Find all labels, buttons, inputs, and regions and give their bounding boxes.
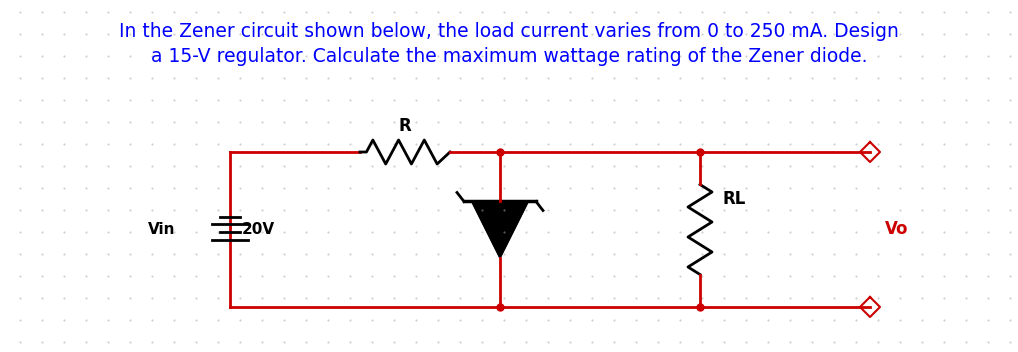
Text: 20V: 20V <box>242 222 275 237</box>
Text: In the Zener circuit shown below, the load current varies from 0 to 250 mA. Desi: In the Zener circuit shown below, the lo… <box>119 22 899 41</box>
Text: Vo: Vo <box>885 220 908 239</box>
Polygon shape <box>472 201 528 258</box>
Text: RL: RL <box>722 190 745 208</box>
Text: Vin: Vin <box>148 222 175 237</box>
Text: R: R <box>399 117 411 135</box>
Text: a 15-V regulator. Calculate the maximum wattage rating of the Zener diode.: a 15-V regulator. Calculate the maximum … <box>151 47 867 66</box>
